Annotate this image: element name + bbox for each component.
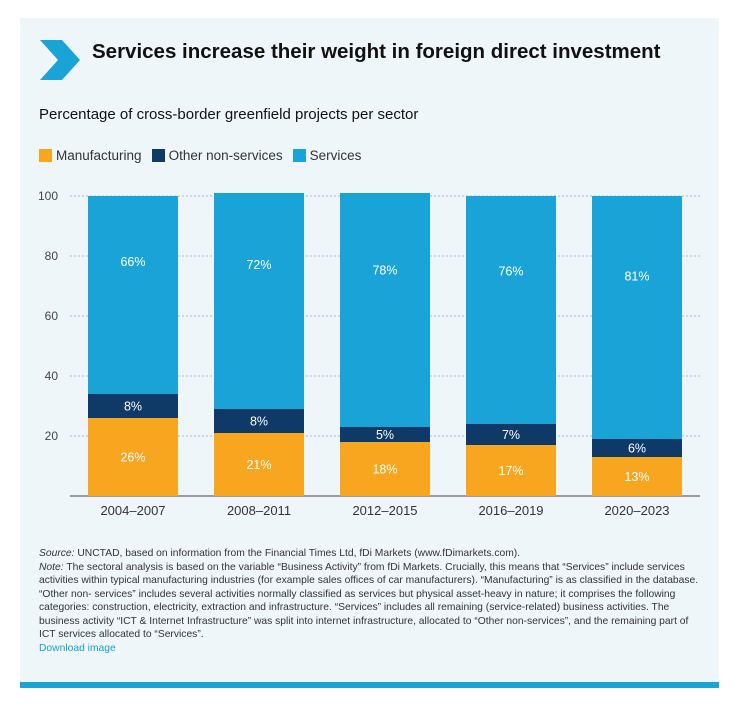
bar-other-non-services-3 xyxy=(466,424,556,445)
note-label: Note: xyxy=(39,561,64,573)
legend-item-manufacturing: Manufacturing xyxy=(39,148,142,163)
bar-manufacturing-4 xyxy=(592,457,682,496)
data-label-services-1: 72% xyxy=(246,258,271,272)
chart-subtitle: Percentage of cross-border greenfield pr… xyxy=(39,106,419,123)
bar-other-non-services-2 xyxy=(340,427,430,442)
legend-label-manufacturing: Manufacturing xyxy=(56,148,142,163)
chevron-right-icon xyxy=(40,40,80,80)
bar-manufacturing-2 xyxy=(340,442,430,496)
note-line: Note: The sectoral analysis is based on … xyxy=(39,561,704,642)
data-label-services-4: 81% xyxy=(624,270,649,284)
bar-services-3 xyxy=(466,196,556,424)
y-tick-label-100: 100 xyxy=(38,189,58,203)
legend-label-other-non-services: Other non-services xyxy=(168,148,283,163)
data-label-manufacturing-3: 17% xyxy=(498,464,523,478)
download-image-link[interactable]: Download image xyxy=(39,642,116,654)
data-label-other-non-services-0: 8% xyxy=(124,400,142,414)
legend-label-services: Services xyxy=(309,148,362,163)
bar-manufacturing-1 xyxy=(214,433,304,496)
bar-other-non-services-0 xyxy=(88,394,178,418)
data-label-services-2: 78% xyxy=(372,264,397,278)
chart-legend: Manufacturing Other non-services Service… xyxy=(39,148,371,163)
bar-other-non-services-1 xyxy=(214,409,304,433)
bottom-rule xyxy=(20,682,719,688)
x-tick-label-3: 2016–2019 xyxy=(478,503,543,518)
data-label-manufacturing-1: 21% xyxy=(246,458,271,472)
bar-manufacturing-0 xyxy=(88,418,178,496)
chart-notes: Source: UNCTAD, based on information fro… xyxy=(39,547,704,655)
data-label-manufacturing-0: 26% xyxy=(120,451,145,465)
y-tick-label-60: 60 xyxy=(45,309,59,323)
x-tick-label-0: 2004–2007 xyxy=(100,503,165,518)
source-line: Source: UNCTAD, based on information fro… xyxy=(39,547,704,561)
y-tick-label-40: 40 xyxy=(45,369,59,383)
x-tick-label-2: 2012–2015 xyxy=(352,503,417,518)
bar-services-1 xyxy=(214,193,304,409)
x-tick-label-1: 2008–2011 xyxy=(227,503,291,518)
y-tick-label-20: 20 xyxy=(45,429,59,443)
legend-swatch-other-non-services xyxy=(151,149,165,162)
bar-other-non-services-4 xyxy=(592,439,682,457)
data-label-services-3: 76% xyxy=(498,265,523,279)
bar-services-0 xyxy=(88,196,178,394)
data-label-manufacturing-4: 13% xyxy=(624,470,649,484)
data-label-other-non-services-1: 8% xyxy=(250,415,268,429)
x-tick-label-4: 2020–2023 xyxy=(604,503,669,518)
bar-manufacturing-3 xyxy=(466,445,556,496)
stacked-bar-chart: 20 40 60 80 100 26% 8% 66% 2004–2007 21% 8% 72% 2008… xyxy=(38,189,700,518)
source-label: Source: xyxy=(39,548,75,559)
y-tick-label-80: 80 xyxy=(45,249,59,263)
bar-services-2 xyxy=(340,193,430,427)
legend-item-other-non-services: Other non-services xyxy=(151,148,283,163)
data-label-manufacturing-2: 18% xyxy=(372,463,397,477)
legend-swatch-manufacturing xyxy=(39,149,52,162)
data-label-other-non-services-2: 5% xyxy=(376,428,394,442)
source-text: UNCTAD, based on information from the Fi… xyxy=(77,548,521,559)
note-text: The sectoral analysis is based on the va… xyxy=(39,561,699,641)
chart-title: Services increase their weight in foreig… xyxy=(92,40,661,63)
data-label-other-non-services-3: 7% xyxy=(502,428,520,442)
legend-item-services: Services xyxy=(292,148,362,163)
legend-swatch-services xyxy=(292,149,306,162)
data-label-services-0: 66% xyxy=(120,255,145,269)
data-label-other-non-services-4: 6% xyxy=(628,442,646,456)
bar-services-4 xyxy=(592,196,682,439)
